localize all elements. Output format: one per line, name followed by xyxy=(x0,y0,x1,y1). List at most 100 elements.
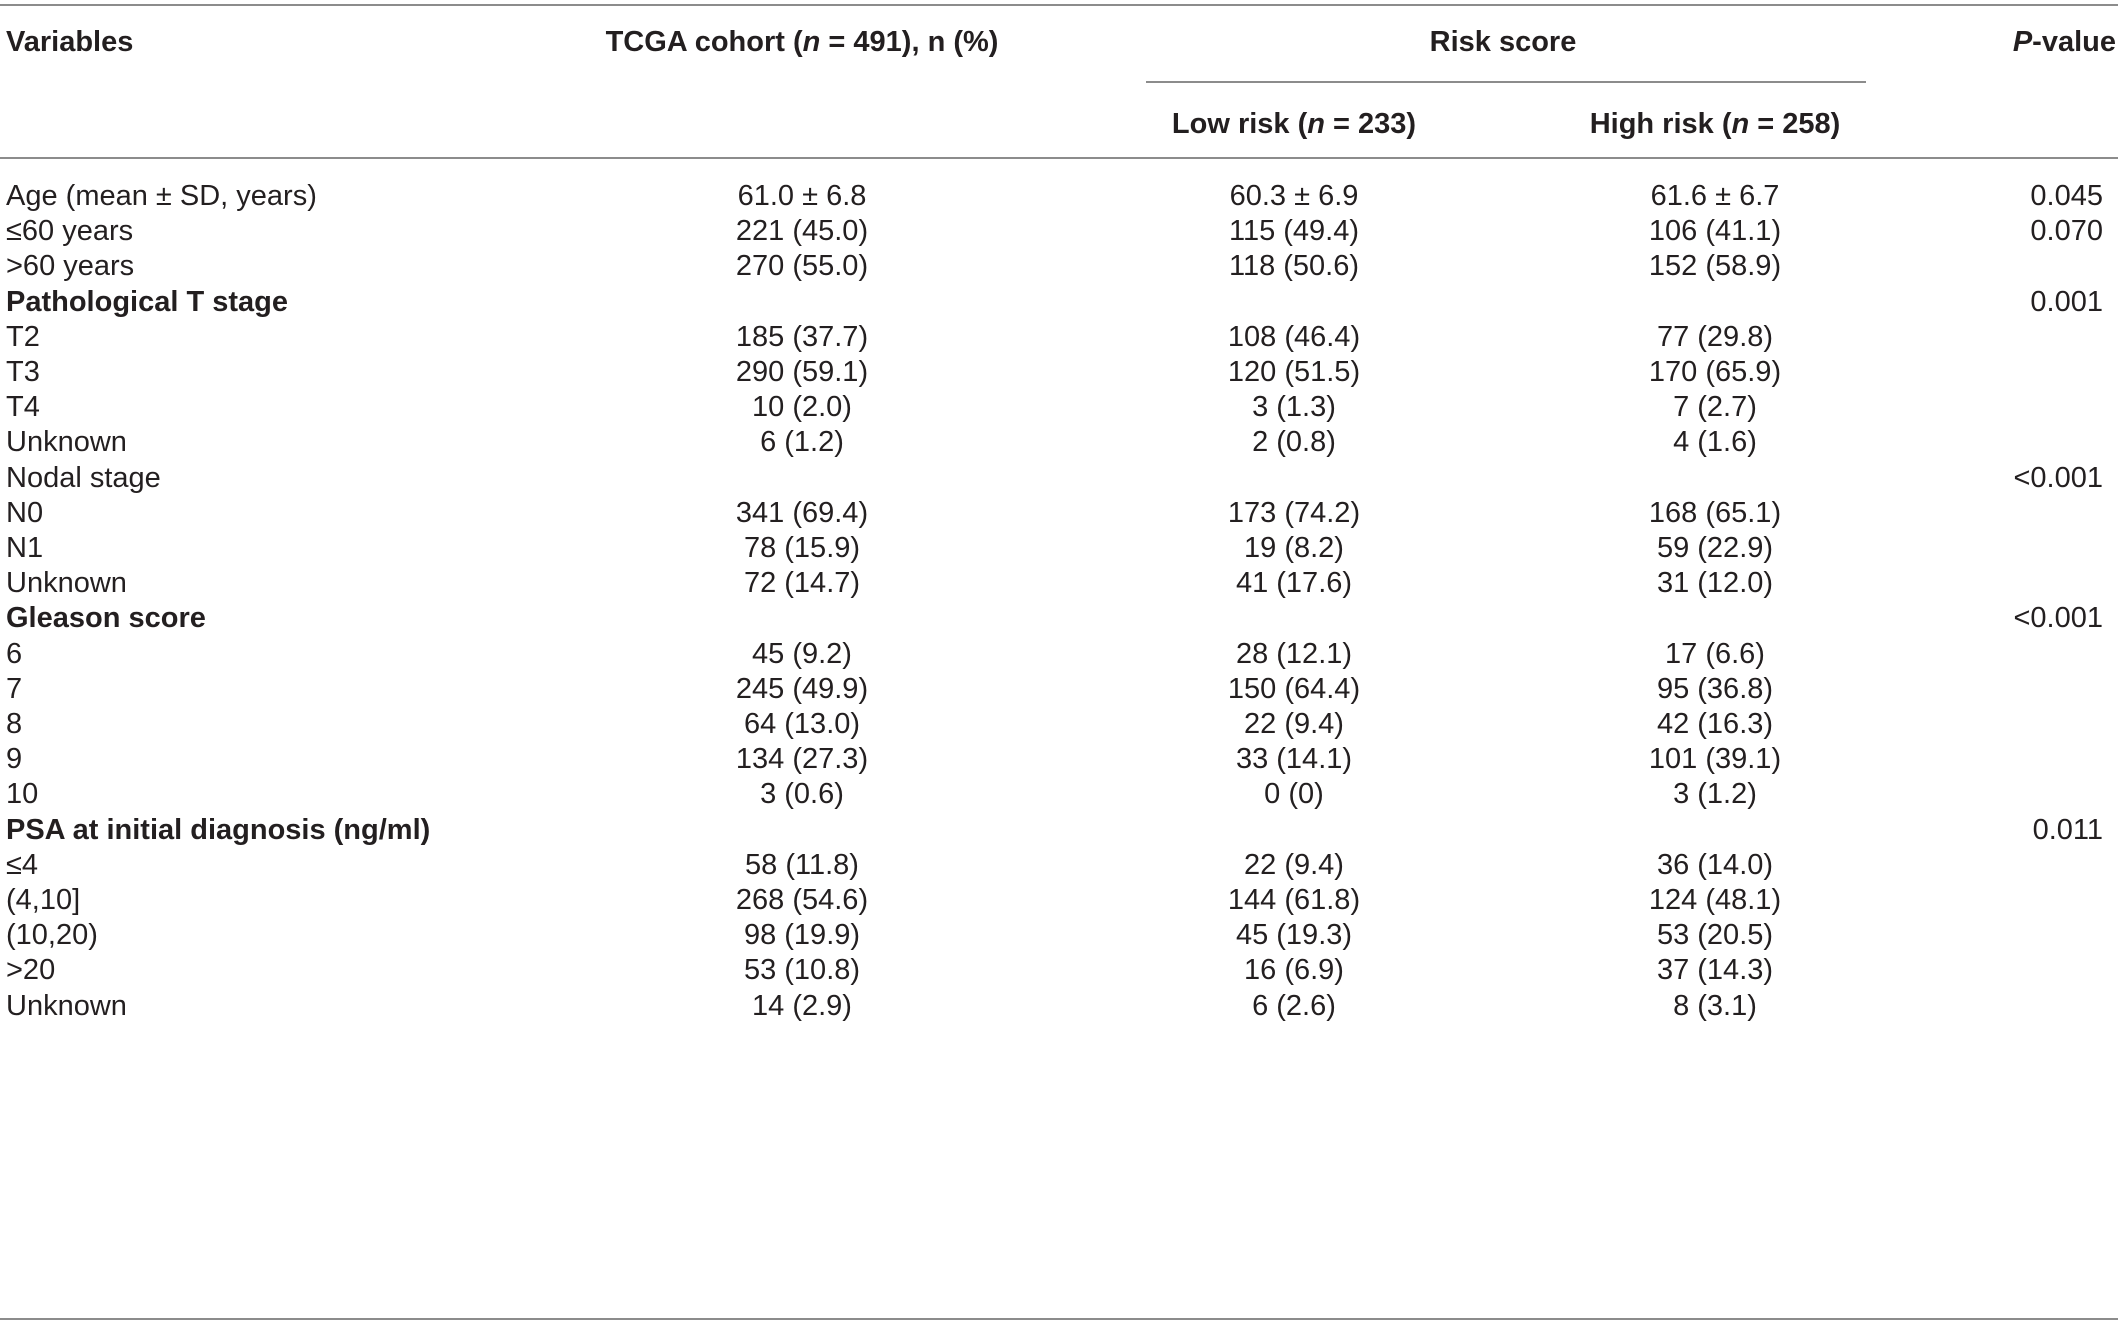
cell-tcga-cohort: 134 (27.3) xyxy=(735,743,869,775)
header-tcga-cohort-n: n xyxy=(802,26,821,58)
cell-tcga-cohort: 185 (37.7) xyxy=(735,321,869,353)
cell-high-risk: 17 (6.6) xyxy=(1665,638,1765,670)
row-label: >20 xyxy=(6,954,56,986)
cell-high-risk: 8 (3.1) xyxy=(1673,990,1757,1022)
cell-low-risk: 108 (46.4) xyxy=(1227,321,1361,353)
cell-tcga-cohort: 14 (2.9) xyxy=(752,990,852,1022)
cell-high-risk: 7 (2.7) xyxy=(1673,391,1757,423)
cell-p-value: 0.045 xyxy=(2030,180,2103,212)
row-label: 10 xyxy=(6,778,39,810)
header-low-risk-post: = 233) xyxy=(1324,108,1417,140)
cell-high-risk: 3 (1.2) xyxy=(1673,778,1757,810)
row-label: PSA at initial diagnosis (ng/ml) xyxy=(6,814,431,846)
row-label: Pathological T stage xyxy=(6,286,288,318)
cell-high-risk: 42 (16.3) xyxy=(1656,708,1774,740)
cell-low-risk: 41 (17.6) xyxy=(1235,567,1353,599)
cell-high-risk: 31 (12.0) xyxy=(1656,567,1774,599)
cell-low-risk: 28 (12.1) xyxy=(1235,638,1353,670)
header-low-risk: Low risk (n = 233) xyxy=(1172,110,1416,139)
cell-low-risk: 3 (1.3) xyxy=(1252,391,1336,423)
cell-high-risk: 95 (36.8) xyxy=(1656,673,1774,705)
row-label: T4 xyxy=(6,391,40,423)
cell-low-risk: 150 (64.4) xyxy=(1227,673,1361,705)
cell-low-risk: 6 (2.6) xyxy=(1252,990,1336,1022)
row-label: Age (mean ± SD, years) xyxy=(6,180,317,212)
header-high-risk-n: n xyxy=(1731,108,1750,140)
row-label: (4,10] xyxy=(6,884,81,916)
row-label: Unknown xyxy=(6,567,127,599)
cell-p-value: 0.070 xyxy=(2030,215,2103,247)
cell-low-risk: 19 (8.2) xyxy=(1244,532,1344,564)
cell-tcga-cohort: 10 (2.0) xyxy=(752,391,852,423)
header-high-risk-pre: High risk ( xyxy=(1589,108,1732,140)
row-label: (10,20) xyxy=(6,919,98,951)
header-tcga-cohort-pre: TCGA cohort ( xyxy=(605,26,803,58)
cell-high-risk: 170 (65.9) xyxy=(1648,356,1782,388)
row-label: >60 years xyxy=(6,250,135,282)
row-label: Nodal stage xyxy=(6,462,161,494)
row-label: T3 xyxy=(6,356,40,388)
cell-high-risk: 77 (29.8) xyxy=(1656,321,1774,353)
cell-low-risk: 118 (50.6) xyxy=(1228,250,1360,282)
cell-tcga-cohort: 58 (11.8) xyxy=(745,849,859,881)
risk-score-span-rule xyxy=(1146,81,1866,83)
cell-tcga-cohort: 6 (1.2) xyxy=(760,426,844,458)
row-label: 8 xyxy=(6,708,23,740)
cell-low-risk: 33 (14.1) xyxy=(1235,743,1353,775)
cell-low-risk: 22 (9.4) xyxy=(1244,849,1344,881)
cell-low-risk: 2 (0.8) xyxy=(1252,426,1336,458)
header-variables: Variables xyxy=(6,26,134,58)
row-label: N0 xyxy=(6,497,44,529)
cell-tcga-cohort: 290 (59.1) xyxy=(735,356,869,388)
cell-high-risk: 53 (20.5) xyxy=(1656,919,1774,951)
cell-low-risk: 16 (6.9) xyxy=(1244,954,1344,986)
row-label: 9 xyxy=(6,743,23,775)
cell-low-risk: 60.3 ± 6.9 xyxy=(1229,180,1359,212)
cell-tcga-cohort: 341 (69.4) xyxy=(735,497,869,529)
cell-tcga-cohort: 78 (15.9) xyxy=(743,532,861,564)
cell-tcga-cohort: 270 (55.0) xyxy=(735,250,869,282)
cell-tcga-cohort: 61.0 ± 6.8 xyxy=(737,180,867,212)
cell-p-value: 0.001 xyxy=(2030,286,2103,318)
cell-high-risk: 106 (41.1) xyxy=(1648,215,1782,247)
table-top-rule xyxy=(0,4,2118,6)
row-label: Gleason score xyxy=(6,602,206,634)
header-tcga-cohort: TCGA cohort (n = 491), n (%) xyxy=(606,28,999,57)
cell-tcga-cohort: 3 (0.6) xyxy=(760,778,844,810)
cell-high-risk: 168 (65.1) xyxy=(1648,497,1782,529)
cell-tcga-cohort: 221 (45.0) xyxy=(735,215,869,247)
row-label: Unknown xyxy=(6,426,127,458)
cell-high-risk: 124 (48.1) xyxy=(1648,884,1782,916)
cell-low-risk: 22 (9.4) xyxy=(1244,708,1344,740)
cell-low-risk: 115 (49.4) xyxy=(1228,215,1360,247)
row-label: 6 xyxy=(6,638,23,670)
row-label: N1 xyxy=(6,532,44,564)
header-p-value: P-value xyxy=(2013,28,2116,57)
cell-p-value: <0.001 xyxy=(2013,602,2103,634)
header-low-risk-n: n xyxy=(1307,108,1325,140)
cell-low-risk: 0 (0) xyxy=(1264,778,1324,810)
row-label: ≤60 years xyxy=(6,215,134,247)
row-label: 7 xyxy=(6,673,23,705)
cell-low-risk: 120 (51.5) xyxy=(1227,356,1361,388)
table-bottom-rule xyxy=(0,1318,2118,1320)
cell-low-risk: 173 (74.2) xyxy=(1227,497,1361,529)
cell-tcga-cohort: 72 (14.7) xyxy=(743,567,861,599)
cell-low-risk: 144 (61.8) xyxy=(1227,884,1361,916)
row-label: ≤4 xyxy=(6,849,39,881)
header-low-risk-pre: Low risk ( xyxy=(1171,108,1308,140)
cell-high-risk: 37 (14.3) xyxy=(1656,954,1774,986)
cell-tcga-cohort: 268 (54.6) xyxy=(735,884,869,916)
cell-high-risk: 36 (14.0) xyxy=(1656,849,1774,881)
cell-tcga-cohort: 45 (9.2) xyxy=(752,638,852,670)
cell-high-risk: 4 (1.6) xyxy=(1673,426,1757,458)
cell-tcga-cohort: 98 (19.9) xyxy=(743,919,861,951)
cell-p-value: 0.011 xyxy=(2032,814,2103,846)
header-tcga-cohort-post: = 491), n (%) xyxy=(820,26,999,58)
header-high-risk-post: = 258) xyxy=(1749,108,1841,140)
table-header-rule xyxy=(0,157,2118,159)
cell-tcga-cohort: 53 (10.8) xyxy=(743,954,861,986)
cell-p-value: <0.001 xyxy=(2013,462,2103,494)
cell-high-risk: 59 (22.9) xyxy=(1656,532,1774,564)
header-p-value-p: P xyxy=(2012,26,2033,58)
